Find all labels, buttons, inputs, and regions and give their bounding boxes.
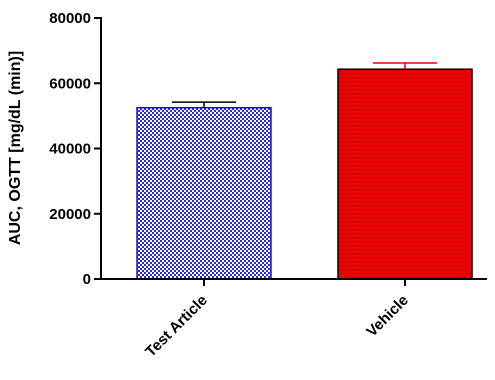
x-tick-label: Vehicle	[363, 292, 412, 341]
x-axis-ticks: Test Article Vehicle	[142, 279, 412, 360]
y-tick-label: 0	[83, 271, 91, 288]
y-axis-title: AUC, OGTT [mg/dL (min)]	[7, 51, 24, 245]
x-tick-label: Test Article	[142, 292, 211, 361]
bar-vehicle	[337, 68, 473, 280]
bar-test-article	[136, 106, 272, 280]
y-axis-ticks: 0 20000 40000 60000 80000	[49, 10, 101, 288]
bars-group	[136, 68, 473, 280]
y-tick-label: 20000	[49, 206, 91, 223]
y-tick-label: 40000	[49, 141, 91, 158]
error-bars-group	[172, 62, 437, 108]
y-tick-label: 80000	[49, 10, 91, 27]
y-tick-label: 60000	[49, 75, 91, 92]
